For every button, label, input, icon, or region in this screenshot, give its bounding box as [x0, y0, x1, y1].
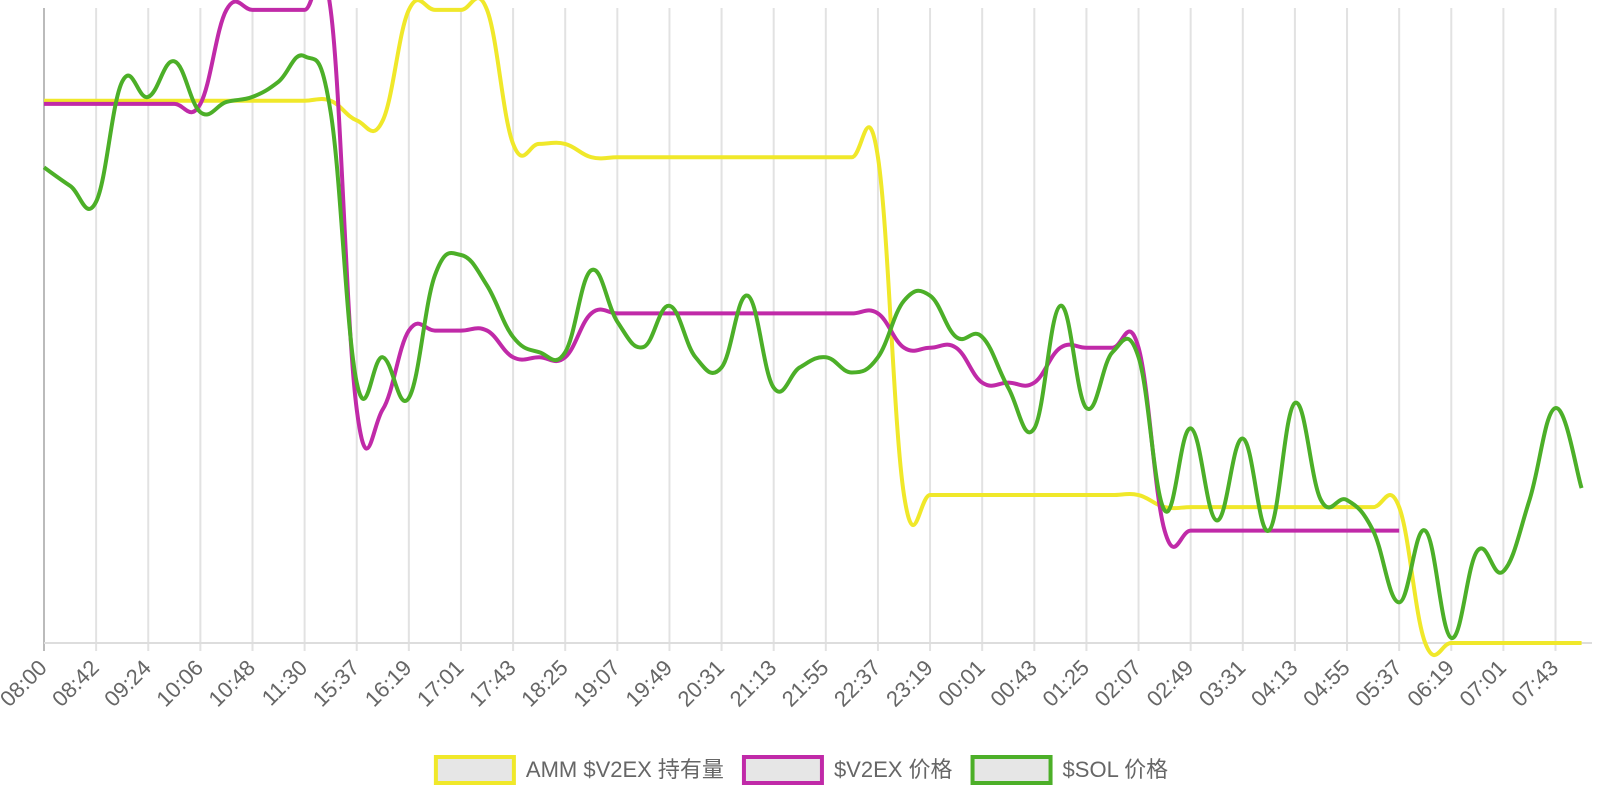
legend-label: AMM $V2EX 持有量 [526, 757, 724, 782]
x-tick-label: 04:13 [1246, 655, 1303, 712]
x-tick-label: 04:55 [1298, 655, 1355, 712]
series-line [42, 53, 1584, 640]
x-tick-label: 02:49 [1142, 655, 1199, 712]
x-tick-label: 00:01 [933, 655, 990, 712]
x-tick-label: 08:00 [0, 655, 52, 712]
x-tick-label: 21:55 [777, 655, 834, 712]
x-tick-label: 17:43 [464, 655, 521, 712]
x-tick-label: 07:01 [1454, 655, 1511, 712]
x-tick-label: 09:24 [99, 655, 156, 712]
legend-label: $V2EX 价格 [834, 757, 953, 782]
x-tick-label: 18:25 [516, 655, 573, 712]
x-tick-label: 16:19 [360, 655, 417, 712]
x-tick-label: 01:25 [1037, 655, 1094, 712]
legend-swatch [970, 755, 1053, 785]
series-line [43, 0, 1582, 658]
series-line [44, 0, 1400, 549]
x-tick-label: 05:37 [1350, 655, 1407, 712]
x-tick-label: 23:19 [881, 655, 938, 712]
x-tick-label: 03:31 [1194, 655, 1251, 712]
x-tick-label: 20:31 [673, 655, 730, 712]
x-tick-label: 19:49 [620, 655, 677, 712]
legend-swatch [433, 755, 516, 785]
legend: AMM $V2EX 持有量 $V2EX 价格 $SOL 价格 [433, 755, 1169, 785]
x-tick-label: 02:07 [1090, 655, 1147, 712]
x-tick-label: 10:48 [204, 655, 261, 712]
x-tick-label: 15:37 [308, 655, 365, 712]
x-tick-label: 10:06 [151, 655, 208, 712]
legend-swatch [741, 755, 824, 785]
x-tick-label: 21:13 [725, 655, 782, 712]
x-tick-label: 22:37 [829, 655, 886, 712]
x-tick-label: 11:30 [257, 655, 312, 710]
x-tick-label: 19:07 [568, 655, 625, 712]
x-tick-label: 00:43 [985, 655, 1042, 712]
x-tick-label: 08:42 [47, 655, 104, 712]
legend-label: $SOL 价格 [1063, 757, 1169, 782]
x-tick-label: 17:01 [412, 655, 469, 712]
x-tick-label: 07:43 [1507, 655, 1564, 712]
x-tick-label: 06:19 [1402, 655, 1459, 712]
